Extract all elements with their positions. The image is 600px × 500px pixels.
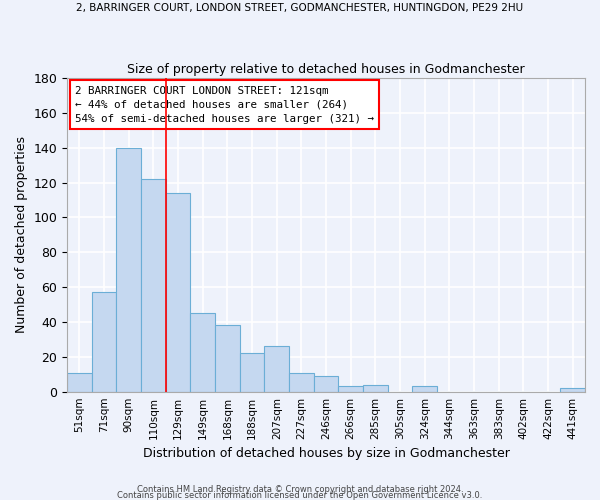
Bar xyxy=(240,354,265,392)
Bar xyxy=(363,384,388,392)
Bar xyxy=(560,388,585,392)
Text: Contains HM Land Registry data © Crown copyright and database right 2024.: Contains HM Land Registry data © Crown c… xyxy=(137,484,463,494)
Bar xyxy=(166,193,190,392)
Bar xyxy=(265,346,289,392)
Text: Contains public sector information licensed under the Open Government Licence v3: Contains public sector information licen… xyxy=(118,490,482,500)
X-axis label: Distribution of detached houses by size in Godmanchester: Distribution of detached houses by size … xyxy=(143,447,509,460)
Bar xyxy=(215,326,240,392)
Bar xyxy=(67,372,92,392)
Bar xyxy=(92,292,116,392)
Bar xyxy=(412,386,437,392)
Bar xyxy=(116,148,141,392)
Bar xyxy=(314,376,338,392)
Bar xyxy=(338,386,363,392)
Title: Size of property relative to detached houses in Godmanchester: Size of property relative to detached ho… xyxy=(127,62,525,76)
Y-axis label: Number of detached properties: Number of detached properties xyxy=(15,136,28,334)
Text: 2 BARRINGER COURT LONDON STREET: 121sqm
← 44% of detached houses are smaller (26: 2 BARRINGER COURT LONDON STREET: 121sqm … xyxy=(75,86,374,124)
Text: 2, BARRINGER COURT, LONDON STREET, GODMANCHESTER, HUNTINGDON, PE29 2HU: 2, BARRINGER COURT, LONDON STREET, GODMA… xyxy=(76,2,524,12)
Bar xyxy=(141,179,166,392)
Bar xyxy=(190,314,215,392)
Bar xyxy=(289,372,314,392)
